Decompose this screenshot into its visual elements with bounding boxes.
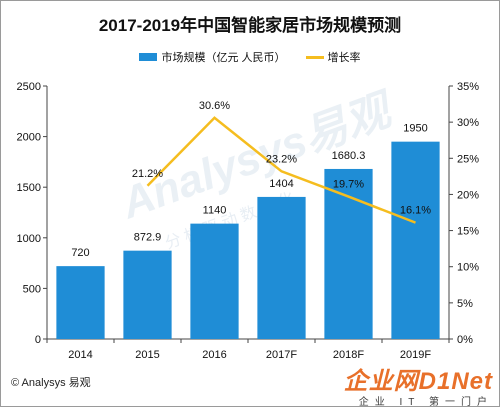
site-logo-watermark: 企业网D1Net (343, 368, 493, 395)
chart-legend: 市场规模（亿元 人民币） 增长率 (1, 49, 499, 65)
growth-rate-line (146, 116, 416, 224)
y-left-tick-label: 1500 (17, 182, 41, 194)
y-right-tick-label: 5% (457, 298, 473, 310)
source-footer: © Analysys 易观 (11, 377, 91, 389)
legend-label-bar: 市场规模（亿元 人民币） (161, 52, 286, 64)
y-left-tick-label: 500 (23, 283, 41, 295)
y-left-tick-label: 1000 (17, 233, 41, 245)
y-right-tick-label: 20% (457, 189, 479, 201)
legend-item-line: 增长率 (305, 49, 361, 65)
bar (56, 266, 105, 339)
bar-value-label: 1404 (269, 178, 293, 190)
y-right-tick-label: 25% (457, 153, 479, 165)
legend-label-line: 增长率 (327, 52, 361, 64)
growth-rate-label: 19.7% (333, 179, 364, 191)
bar (123, 250, 172, 339)
growth-rate-label: 16.1% (400, 205, 431, 217)
y-left-tick-label: 2000 (17, 132, 41, 144)
bar (257, 196, 306, 339)
bar-value-label: 1680.3 (332, 150, 366, 162)
bar (190, 223, 239, 339)
bar-value-label: 1140 (203, 205, 227, 217)
y-right-tick-label: 15% (457, 226, 479, 238)
bar-value-label: 1950 (403, 123, 427, 135)
x-tick-label: 2015 (135, 349, 159, 361)
site-logo-subtext: 企业 IT 第一门户 (358, 397, 493, 408)
x-tick-label: 2017F (266, 349, 297, 361)
bar (324, 168, 373, 339)
x-tick-label: 2016 (202, 349, 226, 361)
x-tick-label: 2019F (400, 349, 431, 361)
y-left-tick-label: 0 (35, 334, 41, 346)
y-right-tick-label: 10% (457, 262, 479, 274)
growth-rate-label: 21.2% (132, 168, 163, 180)
legend-swatch-bar (139, 53, 158, 61)
bar-value-label: 720 (71, 247, 89, 259)
x-tick-label: 2018F (333, 349, 364, 361)
y-right-tick-label: 0% (457, 334, 473, 346)
y-left-tick-label: 2500 (17, 81, 41, 93)
bar (391, 141, 440, 339)
growth-rate-label: 30.6% (199, 100, 230, 112)
growth-rate-label: 23.2% (266, 153, 297, 165)
y-right-tick-label: 30% (457, 117, 479, 129)
chart-title: 2017-2019年中国智能家居市场规模预测 (98, 16, 402, 35)
bar-value-label: 872.9 (134, 232, 162, 244)
legend-item-bar: 市场规模（亿元 人民币） (139, 49, 286, 65)
legend-swatch-line (305, 55, 324, 59)
y-right-tick-label: 35% (457, 81, 479, 93)
x-tick-label: 2014 (68, 349, 92, 361)
